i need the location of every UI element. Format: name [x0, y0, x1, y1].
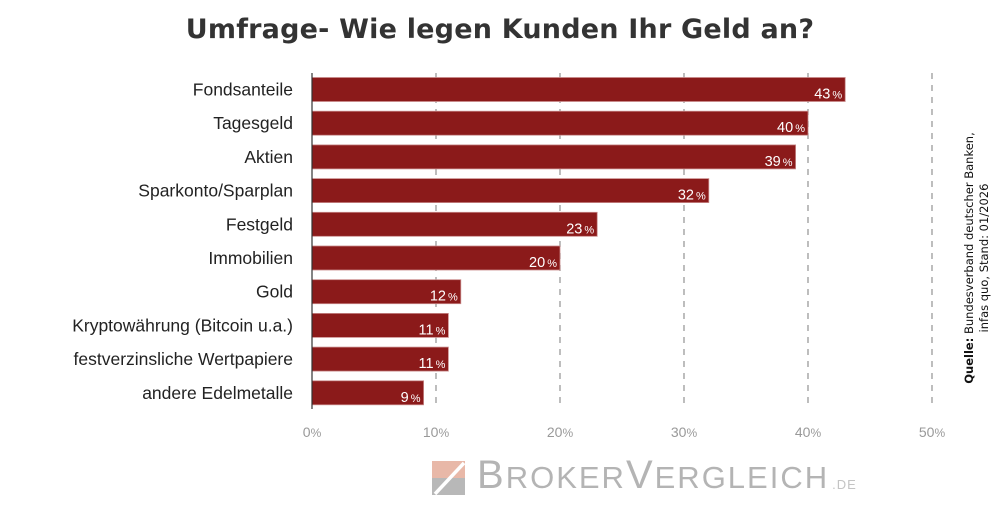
bars: 43 % 40 % 39 % 32 % 23 % 20 % 12 % 11 % 11 % 9 % [311, 77, 846, 406]
logo-wordmark: BROKERVERGLEICH [477, 455, 829, 498]
category-label-2: Aktien [244, 147, 293, 167]
data-label-2: 39 % [765, 154, 793, 170]
chart-title: Umfrage- Wie legen Kunden Ihr Geld an? [185, 14, 815, 45]
x-tick-label-30: 30% [671, 424, 698, 440]
category-label-6: Gold [256, 282, 293, 302]
bar-2 [311, 144, 797, 170]
category-label-7: Kryptowährung (Bitcoin u.a.) [72, 315, 293, 335]
bar-6 [311, 279, 462, 305]
bar-4 [311, 211, 598, 237]
data-label-3: 32 % [678, 188, 706, 204]
logo-mark-icon [432, 461, 465, 495]
data-label-1: 40 % [777, 120, 805, 136]
data-label-0: 43 % [814, 87, 842, 103]
category-label-1: Tagesgeld [213, 113, 293, 133]
source-line-1: Bundesverband deutscher Banken, [962, 132, 976, 335]
logo-initial-b: B [477, 453, 506, 497]
source-label: Quelle: [962, 337, 976, 384]
data-label-7: 11 % [418, 322, 445, 338]
data-label-6: 12 % [430, 289, 458, 305]
data-label-9: 9 % [401, 390, 421, 406]
data-label-5: 20 % [529, 255, 557, 271]
bar-3 [311, 178, 710, 204]
category-label-9: andere Edelmetalle [142, 383, 293, 403]
category-labels: Fondsanteile Tagesgeld Aktien Sparkonto/Spa… [72, 80, 293, 403]
logo-part-ergleich: ERGLEICH [654, 460, 830, 495]
category-label-8: festverzinsliche Wertpapiere [74, 349, 294, 369]
category-label-5: Immobilien [208, 248, 293, 268]
data-label-4: 23 % [566, 221, 594, 237]
x-tick-label-40: 40% [795, 424, 822, 440]
logo-part-roker: ROKER [505, 460, 626, 495]
bar-5 [311, 245, 561, 271]
x-tick-label-20: 20% [547, 424, 574, 440]
category-label-0: Fondsanteile [193, 80, 293, 100]
x-axis-ticks: 0% 10% 20% 30% 40% 50% [303, 424, 946, 440]
bar-0 [311, 77, 846, 102]
x-tick-label-10: 10% [423, 424, 450, 440]
category-label-4: Festgeld [226, 214, 293, 234]
brokervergleich-logo: BROKERVERGLEICH .DE [432, 455, 857, 498]
logo-initial-v: V [625, 453, 655, 497]
logo-tld: .DE [832, 477, 857, 492]
bar-9 [311, 380, 424, 406]
bar-1 [311, 110, 809, 136]
x-tick-label-0: 0% [303, 424, 322, 440]
source-note: Quelle: Bundesverband deutscher Banken, … [962, 108, 992, 408]
source-line-2: infas quo, Stand: 01/2026 [977, 183, 991, 333]
data-label-8: 11 % [418, 356, 445, 372]
category-label-3: Sparkonto/Sparplan [138, 181, 293, 201]
x-tick-label-50: 50% [919, 424, 946, 440]
